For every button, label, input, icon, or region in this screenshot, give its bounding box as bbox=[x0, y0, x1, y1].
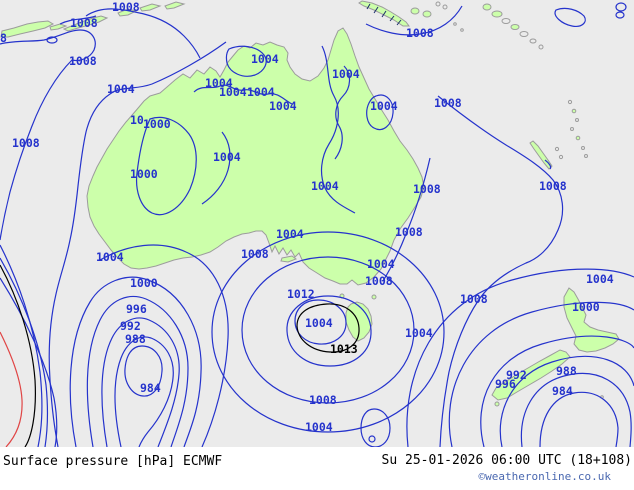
png-island-3 bbox=[435, 1, 441, 7]
isobar-label: 1004 bbox=[305, 420, 333, 434]
isobar-label: 1004 bbox=[96, 250, 124, 264]
isobar-label: 1004 bbox=[370, 99, 398, 113]
isobar-label: 992 bbox=[506, 368, 527, 382]
isobar-label: 1004 bbox=[251, 52, 279, 66]
isobar-label: 1008 bbox=[309, 393, 337, 407]
footer-bar: Surface pressure [hPa] ECMWF Su 25-01-20… bbox=[0, 447, 634, 490]
isobar-label: 1004 bbox=[586, 272, 614, 286]
isobar-label: 1008 bbox=[539, 179, 567, 193]
isobar-label: 1004 bbox=[367, 257, 395, 271]
isobar-label: 1004 bbox=[205, 76, 233, 90]
isobar-label: 1000 bbox=[130, 276, 158, 290]
solomon-island-4 bbox=[510, 24, 520, 30]
isobar-label: 1004 bbox=[269, 99, 297, 113]
forecast-datetime: Su 25-01-2026 06:00 UTC (18+108) bbox=[381, 453, 632, 468]
isobar-label: 1004 bbox=[213, 150, 241, 164]
isobar-label: 1008 bbox=[434, 96, 462, 110]
isobar-label: 8 bbox=[0, 31, 7, 45]
isobar-label: 1000 bbox=[143, 117, 171, 131]
isobar-label: 1004 bbox=[247, 85, 275, 99]
isobar-lines-black bbox=[0, 264, 360, 447]
isobar-label: 988 bbox=[125, 332, 146, 346]
vanuatu-islands bbox=[567, 99, 588, 158]
isobar-label: 1008 bbox=[112, 0, 140, 14]
isobar-label: 1012 bbox=[287, 287, 315, 301]
new-zealand-north-island bbox=[563, 287, 620, 353]
isobar-label: 1000 bbox=[572, 300, 600, 314]
landmasses bbox=[0, 0, 620, 407]
kangaroo-island bbox=[280, 255, 298, 263]
stewart-island bbox=[494, 401, 500, 407]
isobar-label: 1008 bbox=[241, 247, 269, 261]
flores-island-chain bbox=[62, 15, 109, 32]
isobar-label: 1008 bbox=[365, 274, 393, 288]
solomon-island-6 bbox=[529, 38, 537, 44]
terrain-hatching bbox=[366, 3, 402, 26]
isobar-label: 996 bbox=[126, 302, 147, 316]
island-small-ne-timor bbox=[49, 23, 68, 31]
isobar-label: 984 bbox=[552, 384, 573, 398]
isobar-label: 1004 bbox=[219, 85, 247, 99]
isobar-label: 1004 bbox=[332, 67, 360, 81]
isobar-label: 988 bbox=[556, 364, 577, 378]
isobar-label: 1008 bbox=[70, 16, 98, 30]
timor-island bbox=[0, 20, 55, 38]
png-island-2 bbox=[422, 10, 432, 18]
tasmania-island bbox=[345, 301, 373, 342]
pressure-map: 1008 1008 8 1008 1004 1004 1004 1004 1004 1004 10 1… bbox=[0, 0, 634, 447]
png-island-4 bbox=[442, 4, 448, 10]
solomon-island-7 bbox=[538, 44, 544, 50]
loyalty-island-1 bbox=[554, 146, 560, 152]
isobar-lines-blue bbox=[0, 2, 634, 447]
isobar-label: 1008 bbox=[406, 26, 434, 40]
loyalty-island-2 bbox=[558, 154, 564, 160]
reef-speck-1 bbox=[460, 28, 464, 32]
reef-speck-2 bbox=[453, 22, 457, 26]
isobar-label: 1008 bbox=[395, 225, 423, 239]
solomon-island-3 bbox=[501, 18, 511, 24]
banda-islands-2 bbox=[139, 3, 162, 12]
isobar-label: 1004 bbox=[311, 179, 339, 193]
solomon-island-1 bbox=[482, 3, 492, 11]
isobar-label: 1004 bbox=[107, 82, 135, 96]
banda-islands-3 bbox=[164, 1, 186, 10]
isobar-label: 996 bbox=[495, 377, 516, 391]
png-island-1 bbox=[410, 7, 420, 15]
isobar-label: 1000 bbox=[130, 167, 158, 181]
isobar-label: 984 bbox=[140, 381, 161, 395]
solomon-island-2 bbox=[491, 10, 503, 18]
isobar-label: 1004 bbox=[405, 326, 433, 340]
isobar-label: 1004 bbox=[305, 316, 333, 330]
isobar-lines-red bbox=[0, 331, 23, 447]
map-title: Surface pressure [hPa] ECMWF bbox=[3, 454, 223, 469]
flinders-island bbox=[371, 294, 377, 300]
isobar-label: 1008 bbox=[413, 182, 441, 196]
isobar-label: 1008 bbox=[69, 54, 97, 68]
solomon-island-5 bbox=[519, 31, 529, 37]
isobar-label: 992 bbox=[120, 319, 141, 333]
copyright-credit: ©weatheronline.co.uk bbox=[478, 470, 611, 483]
isobar-label: 1008 bbox=[12, 136, 40, 150]
australia-landmass bbox=[86, 27, 425, 286]
isobar-label: 1013 bbox=[330, 342, 358, 356]
isobar-label: 1008 bbox=[460, 292, 488, 306]
isobar-label: 1004 bbox=[276, 227, 304, 241]
isobar-label: 10 bbox=[130, 113, 144, 127]
